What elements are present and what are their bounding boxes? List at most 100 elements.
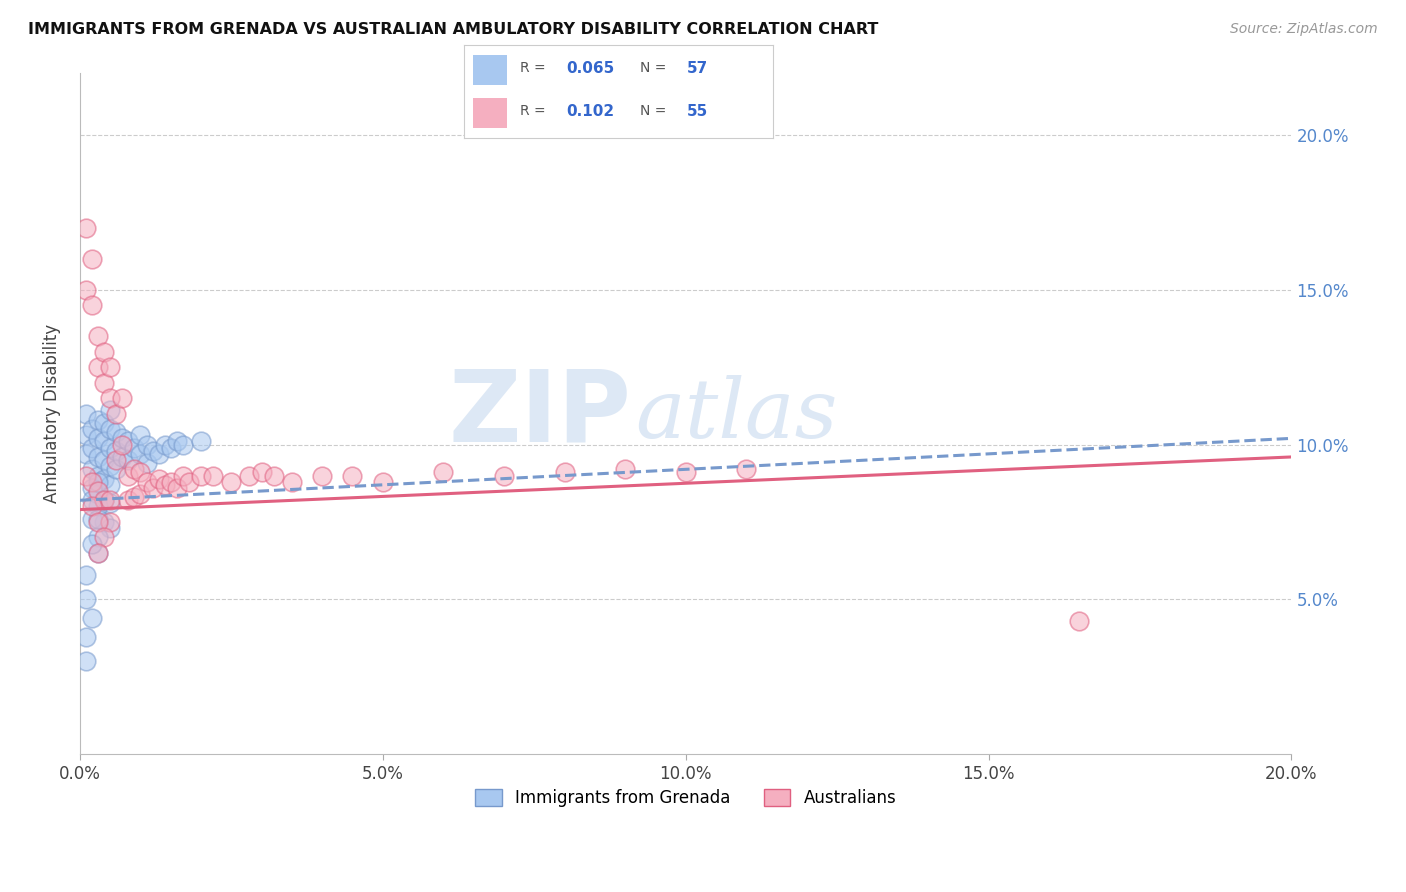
Point [87,546,110,560]
Point [93,515,115,529]
Point [75,630,97,644]
Point [129,487,152,501]
Point [87,531,110,545]
Point [105,425,128,439]
Text: 0.102: 0.102 [567,103,614,119]
Legend: Immigrants from Grenada, Australians: Immigrants from Grenada, Australians [468,782,903,814]
Point [371,475,394,489]
Point [117,493,139,508]
Point [87,512,110,526]
Text: IMMIGRANTS FROM GRENADA VS AUSTRALIAN AMBULATORY DISABILITY CORRELATION CHART: IMMIGRANTS FROM GRENADA VS AUSTRALIAN AM… [28,22,879,37]
Point [87,500,110,514]
Point [311,468,333,483]
Text: atlas: atlas [634,375,837,455]
Text: N =: N = [640,61,671,75]
Point [135,437,157,451]
Point [87,483,110,498]
Point [87,546,110,560]
Point [93,531,115,545]
Point [87,487,110,501]
Point [93,493,115,508]
Point [87,413,110,427]
Point [80,298,103,312]
Point [98,515,121,529]
Point [80,500,103,514]
Y-axis label: Ambulatory Disability: Ambulatory Disability [44,324,60,503]
Point [124,441,146,455]
Point [159,441,181,455]
Text: 0.065: 0.065 [567,61,614,76]
Point [98,521,121,535]
Point [166,481,188,495]
Point [159,475,181,489]
Point [93,344,115,359]
Point [75,407,97,421]
Point [135,475,157,489]
Point [98,493,121,508]
Point [111,391,134,405]
Point [75,592,97,607]
Point [75,220,97,235]
Point [98,403,121,417]
Point [129,447,152,461]
Point [172,468,194,483]
Point [281,475,304,489]
Point [80,536,103,550]
Point [553,466,575,480]
Point [177,475,200,489]
Point [80,611,103,625]
Point [238,468,260,483]
Point [675,466,697,480]
Point [75,283,97,297]
Point [166,434,188,449]
Point [80,481,103,495]
Text: 57: 57 [686,61,709,76]
Point [98,496,121,510]
Point [148,447,170,461]
Point [87,450,110,464]
Point [202,468,225,483]
Point [80,475,103,489]
Point [93,416,115,430]
Point [250,466,273,480]
Point [87,468,110,483]
Point [98,360,121,375]
Point [129,466,152,480]
Text: N =: N = [640,104,671,118]
Point [111,450,134,464]
Point [75,654,97,668]
Point [75,468,97,483]
Point [80,493,103,508]
Text: 55: 55 [686,103,709,119]
Point [142,481,165,495]
Point [105,453,128,467]
Point [135,456,157,470]
Text: R =: R = [520,104,550,118]
Point [117,468,139,483]
Point [87,431,110,445]
Point [93,453,115,467]
Text: R =: R = [520,61,550,75]
Point [342,468,364,483]
Point [124,462,146,476]
Point [87,329,110,343]
Point [80,462,103,476]
Point [87,515,110,529]
Point [129,428,152,442]
Point [221,475,243,489]
Point [142,443,165,458]
Point [105,443,128,458]
Point [111,431,134,445]
Point [614,462,637,476]
Point [153,437,176,451]
Point [190,468,212,483]
Point [98,441,121,455]
Point [80,512,103,526]
Point [93,376,115,390]
Point [117,453,139,467]
Point [190,434,212,449]
Point [1069,614,1091,628]
Text: ZIP: ZIP [449,365,631,462]
Point [80,422,103,436]
Point [148,472,170,486]
